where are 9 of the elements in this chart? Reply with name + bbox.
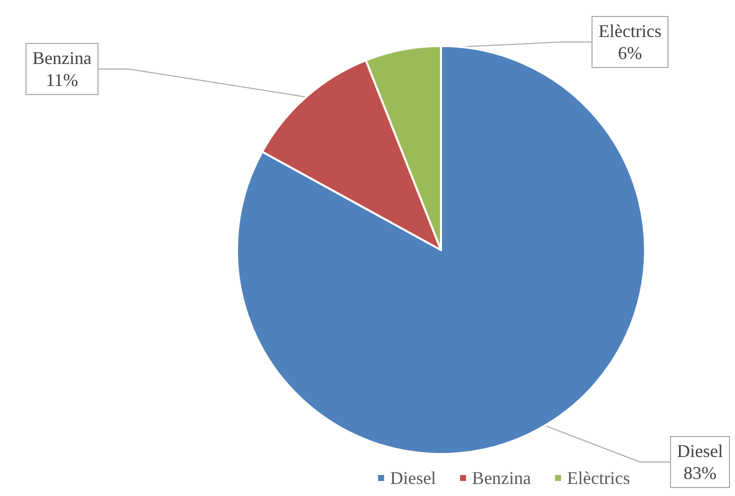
data-label: 6% — [618, 43, 642, 63]
legend-label: Elèctrics — [567, 468, 630, 488]
data-label: 11% — [46, 70, 78, 90]
slice-label: Diesel — [677, 441, 723, 461]
legend-label: Diesel — [390, 468, 436, 488]
slice-label: Benzina — [32, 48, 92, 68]
slice-label: Elèctrics — [598, 21, 662, 41]
legend-label: Benzina — [472, 468, 532, 488]
data-label: 83% — [684, 463, 716, 483]
